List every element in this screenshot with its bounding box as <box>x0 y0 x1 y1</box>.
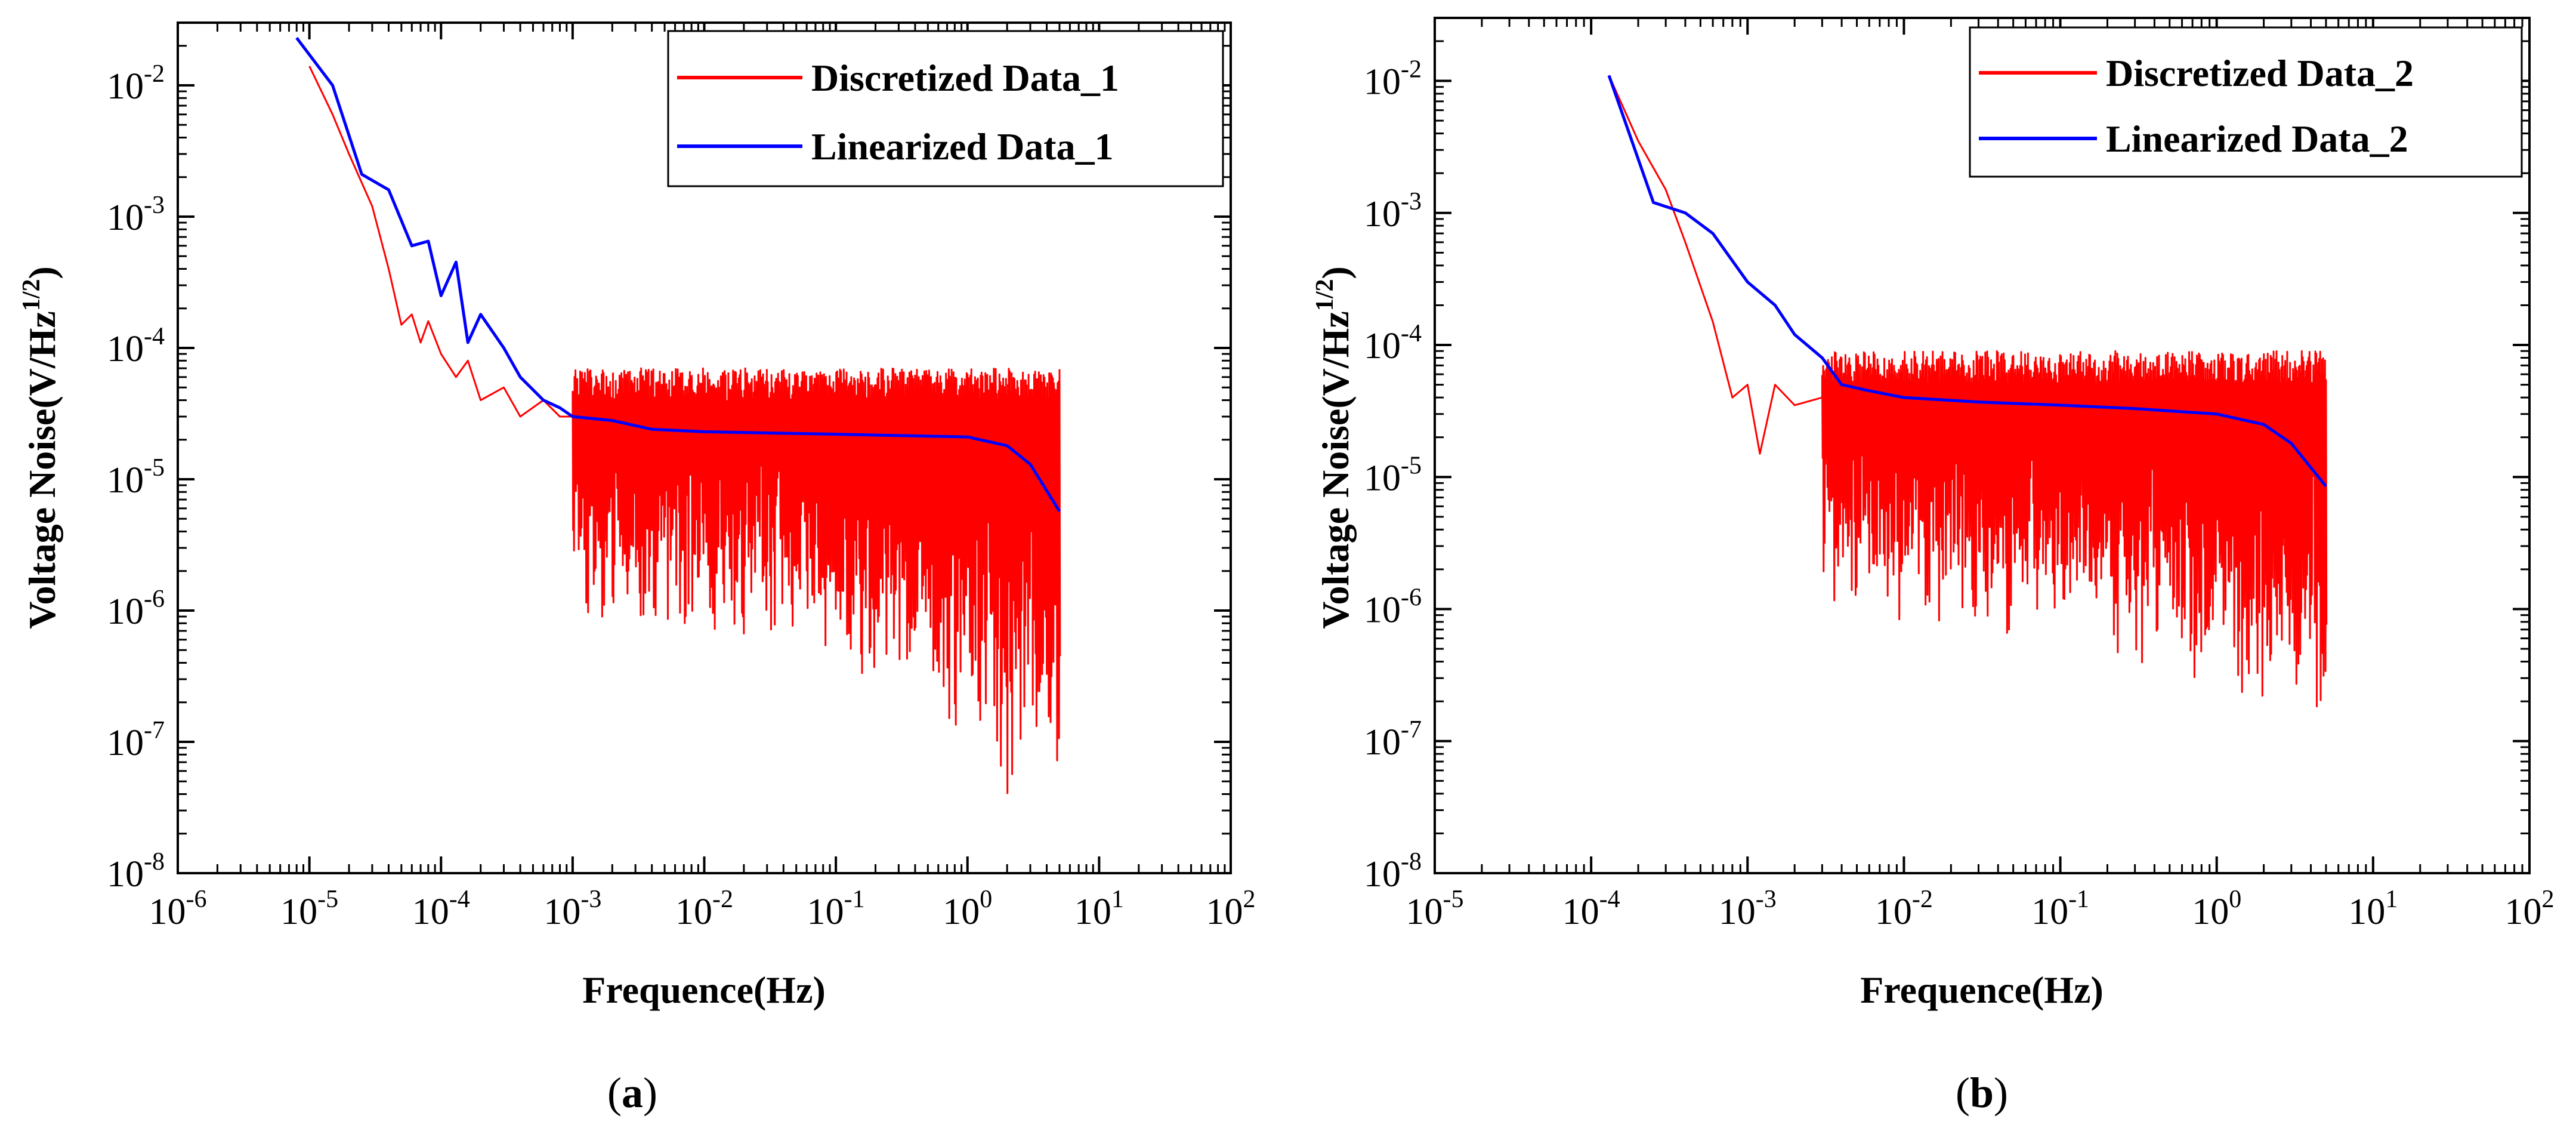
y-tick-label: 10-7 <box>107 717 165 763</box>
series-line-linearized-2 <box>1607 75 2327 488</box>
series-line-linearized-1 <box>295 36 1061 513</box>
x-tick-label: 10-1 <box>2031 886 2089 932</box>
x-axis-title-a: Frequence(Hz) <box>582 969 826 1011</box>
y-tick-label: 10-2 <box>1364 56 1422 103</box>
x-tick-label: 100 <box>943 886 992 932</box>
legend-b: Discretized Data_2 Linearized Data_2 <box>1969 26 2523 178</box>
plot-area-a <box>295 36 1061 794</box>
axes-frame-b <box>1434 17 2531 874</box>
panel-caption-a: (a) <box>607 1069 657 1117</box>
x-tick-label: 102 <box>1206 886 1256 932</box>
legend-label-linearized-2: Linearized Data_2 <box>2106 118 2408 160</box>
y-axis-title-b: Voltage Noise(V/Hz1/2) <box>1311 266 1357 629</box>
legend-box-b <box>1969 26 2523 178</box>
chart-panel-a: 10-6 10-5 10-4 10-3 10-2 10-1 100 101 10210-810-… <box>18 21 1256 1117</box>
plot-area-b <box>1607 75 2328 708</box>
legend-a: Discretized Data_1 Linearized Data_1 <box>667 30 1224 187</box>
legend-label-linearized-1: Linearized Data_1 <box>811 125 1114 168</box>
x-tick-label: 101 <box>1074 886 1124 932</box>
x-tick-label: 10-3 <box>1719 886 1777 932</box>
x-tick-label: 10-5 <box>1406 886 1464 932</box>
panel-caption-b: (b) <box>1956 1069 2008 1117</box>
y-tick-label: 10-3 <box>1364 188 1422 235</box>
legend-box-a <box>667 30 1224 187</box>
legend-label-discretized-1: Discretized Data_1 <box>811 57 1119 99</box>
y-tick-label: 10-5 <box>107 454 165 501</box>
axis-ticks-b <box>1434 17 2531 874</box>
tick-labels-a: 10-6 10-5 10-4 10-3 10-2 10-1 100 101 10210-810-… <box>107 60 1256 932</box>
y-tick-label: 10-6 <box>1364 584 1422 631</box>
chart-panel-b: 10-5 10-4 10-3 10-2 10-1 100 101 102 10-8 10-7 10-… <box>1311 17 2555 1117</box>
y-tick-label: 10-3 <box>107 192 165 238</box>
series-line-discretized-1 <box>308 66 1061 794</box>
y-tick-label: 10-8 <box>1364 848 1422 895</box>
x-tick-label: 10-5 <box>280 886 338 932</box>
legend-label-discretized-2: Discretized Data_2 <box>2106 52 2414 94</box>
x-tick-label: 10-4 <box>1562 886 1620 932</box>
y-tick-label: 10-8 <box>107 848 165 895</box>
x-axis-title-b: Frequence(Hz) <box>1860 969 2104 1011</box>
x-tick-label: 10-3 <box>543 886 601 932</box>
y-tick-label: 10-7 <box>1364 716 1422 763</box>
x-tick-label: 101 <box>2348 886 2398 932</box>
x-tick-label: 102 <box>2505 886 2555 932</box>
x-tick-label: 100 <box>2192 886 2241 932</box>
y-tick-label: 10-4 <box>1364 320 1422 366</box>
x-tick-label: 10-2 <box>675 886 733 932</box>
x-tick-label: 10-1 <box>807 886 865 932</box>
x-tick-label: 10-2 <box>1875 886 1933 932</box>
y-axis-title-a: Voltage Noise(V/Hz1/2) <box>18 266 63 629</box>
y-tick-label: 10-5 <box>1364 452 1422 498</box>
series-line-discretized-2 <box>1608 75 2328 708</box>
x-tick-label: 10-4 <box>412 886 470 932</box>
x-tick-label: 10-6 <box>149 886 207 932</box>
y-tick-label: 10-6 <box>107 585 165 632</box>
tick-labels-b: 10-5 10-4 10-3 10-2 10-1 100 101 102 10-8 10-7 10-… <box>1364 56 2555 932</box>
y-tick-label: 10-2 <box>107 60 165 107</box>
y-tick-label: 10-4 <box>107 323 165 369</box>
